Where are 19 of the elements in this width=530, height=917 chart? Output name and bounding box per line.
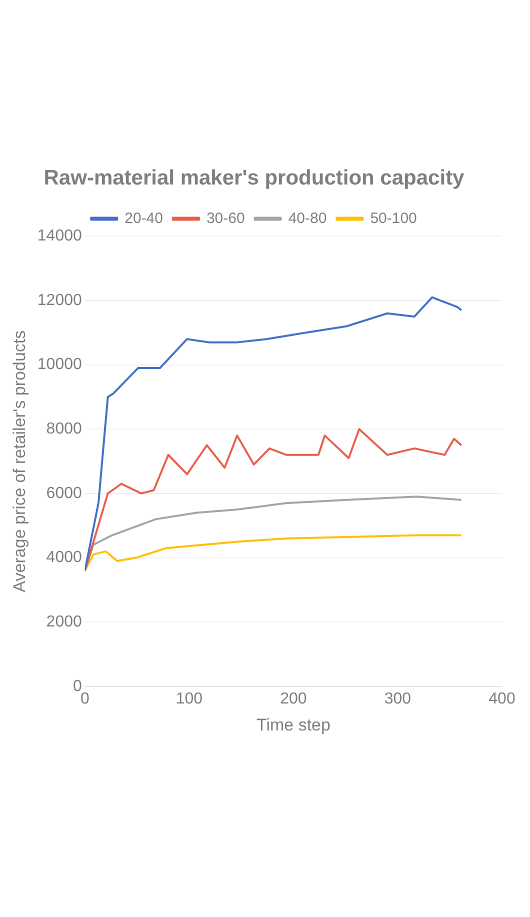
legend-label: 40-80 [288,210,327,227]
y-tick-label: 8000 [46,420,82,438]
legend-label: 30-60 [206,210,245,227]
y-axis-title: Average price of retailer's products [10,330,29,592]
x-tick-label: 200 [280,690,307,708]
x-tick-label: 400 [488,690,516,708]
y-tick-label: 14000 [37,228,82,245]
y-tick-label: 10000 [37,356,82,374]
y-tick-label: 6000 [46,484,82,502]
y-tick-label: 12000 [37,292,82,309]
legend-label: 20-40 [124,210,163,227]
y-tick-label: 0 [72,678,82,695]
y-tick-label: 2000 [46,613,82,630]
legend-label: 50-100 [370,210,417,227]
y-tick-label: 4000 [46,549,82,566]
x-tick-label: 300 [384,690,412,708]
x-tick-label: 100 [176,690,203,708]
chart-title: Raw-material maker's production capacity [44,166,465,190]
x-axis-title: Time step [256,715,330,734]
